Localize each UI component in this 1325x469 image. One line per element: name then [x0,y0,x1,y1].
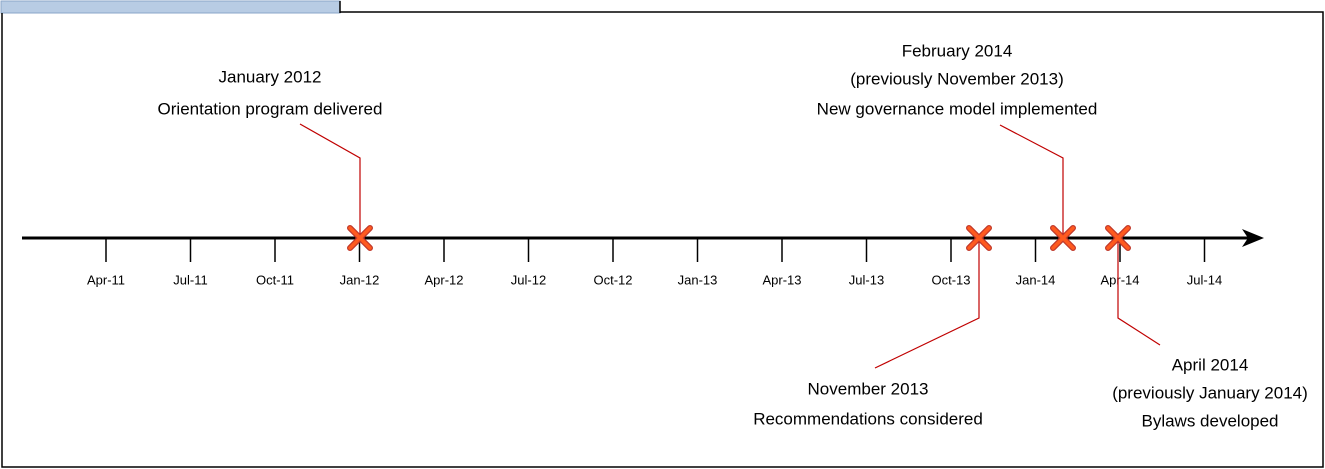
callout-line [1117,238,1161,346]
tick-label: Oct-11 [256,272,294,287]
event-text: Recommendations considered [753,409,983,428]
callout-line [999,124,1064,238]
tick-label: Oct-12 [593,272,632,287]
tick-label: Jan-14 [1016,272,1056,287]
event-text: Orientation program delivered [158,99,383,118]
tick-label: Jul-11 [173,272,207,287]
event-text: November 2013 [808,379,929,398]
event-text: Bylaws developed [1141,411,1278,430]
tick-label: Jan-13 [678,272,718,287]
event-text: New governance model implemented [817,99,1098,118]
event-text: January 2012 [218,67,321,86]
tick-label: Apr-12 [424,272,463,287]
event-marker [1051,226,1075,250]
tick-label: Apr-11 [87,272,125,287]
event-text: (previously January 2014) [1112,383,1308,402]
tick-label: Oct-13 [931,272,970,287]
event-text: (previously November 2013) [850,69,1064,88]
axis-arrow [1242,229,1264,247]
callout-line [299,123,361,238]
tick-label: Jul-14 [1187,272,1222,287]
tick-label: Jan-12 [340,272,380,287]
tick-label: Apr-14 [1100,272,1139,287]
tick-label: Jul-13 [849,272,884,287]
event-text: April 2014 [1172,355,1249,374]
tick-label: Apr-13 [762,272,801,287]
event-marker [967,226,991,250]
event-text: February 2014 [902,41,1013,60]
callout-line [874,238,980,369]
tab [0,0,341,14]
tick-label: Jul-12 [511,272,546,287]
event-marker [348,226,372,250]
event-marker [1106,226,1130,250]
